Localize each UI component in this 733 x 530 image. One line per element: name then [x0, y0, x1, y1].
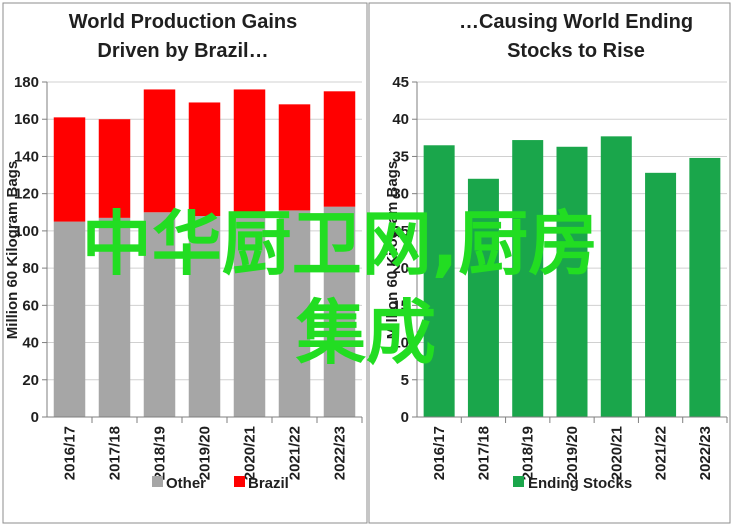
production-chart: World Production Gains Driven by Brazil… 0… — [2, 2, 368, 524]
y-tick-label: 160 — [14, 111, 39, 128]
chart-title-line: World Production Gains — [69, 11, 298, 33]
y-tick-label: 45 — [392, 74, 409, 91]
bar-brazil — [188, 102, 221, 216]
legend-swatch — [152, 476, 163, 487]
y-tick-label: 5 — [401, 372, 409, 389]
y-tick-label: 20 — [22, 372, 39, 389]
x-tick-label: 2016/17 — [62, 426, 79, 480]
x-tick-label: 2018/19 — [152, 426, 169, 480]
bar-brazil — [323, 91, 356, 207]
bar-other — [143, 212, 176, 417]
y-tick-label: 40 — [22, 335, 39, 352]
bar-ending-stocks — [467, 178, 499, 417]
bar-ending-stocks — [512, 140, 544, 418]
y-tick-label: 30 — [392, 186, 409, 203]
y-axis-label: Million 60 Kilogram Bags — [4, 161, 21, 339]
x-tick-label: 2019/20 — [197, 426, 214, 480]
watermark-line-1: 中华厨卫网,厨房 — [82, 203, 599, 285]
bar-ending-stocks — [423, 145, 455, 417]
y-tick-label: 20 — [392, 260, 409, 277]
watermark-line-2: 集成 — [295, 292, 436, 374]
x-tick-label: 2021/22 — [653, 426, 670, 480]
y-tick-label: 35 — [392, 148, 409, 165]
y-tick-label: 120 — [14, 186, 39, 203]
bar-other — [98, 217, 131, 417]
bar-brazil — [143, 89, 176, 213]
bar-brazil — [233, 89, 266, 213]
y-tick-label: 40 — [392, 111, 409, 128]
y-tick-label: 100 — [14, 223, 39, 240]
legend-swatch — [234, 476, 245, 487]
y-tick-label: 60 — [22, 297, 39, 314]
bar-other — [278, 210, 311, 417]
bar-ending-stocks — [645, 172, 677, 417]
legend-label: Ending Stocks — [528, 475, 632, 492]
y-tick-label: 0 — [401, 409, 409, 426]
y-tick-label: 15 — [392, 297, 409, 314]
y-tick-label: 25 — [392, 223, 409, 240]
bar-ending-stocks — [556, 146, 588, 417]
bar-brazil — [53, 117, 86, 222]
watermark: 中华厨卫网,厨房 集成 — [82, 203, 599, 374]
y-tick-label: 140 — [14, 148, 39, 165]
ending-stocks-chart: …Causing World Ending Stocks to Rise 0 5 10 1… — [368, 2, 731, 524]
legend-label: Other — [166, 475, 206, 492]
bar-ending-stocks — [600, 136, 632, 417]
bar-other — [53, 221, 86, 417]
x-tick-label: 2016/17 — [431, 426, 448, 480]
bar-ending-stocks — [689, 157, 721, 417]
y-tick-label: 0 — [31, 409, 39, 426]
x-tick-label: 2018/19 — [520, 426, 537, 480]
x-tick-label: 2020/21 — [608, 426, 625, 480]
chart-title-line: Stocks to Rise — [507, 40, 645, 62]
x-tick-label: 2022/23 — [697, 426, 714, 480]
bar-brazil — [278, 104, 311, 211]
y-tick-label: 10 — [392, 335, 409, 352]
bar-other — [323, 206, 356, 417]
bar-brazil — [98, 119, 131, 218]
bar-other — [188, 216, 221, 417]
legend-label: Brazil — [248, 475, 289, 492]
y-tick-label: 180 — [14, 74, 39, 91]
chart-title-line: …Causing World Ending — [459, 11, 693, 33]
bar-other — [233, 212, 266, 417]
x-tick-label: 2017/18 — [107, 426, 124, 480]
x-tick-label: 2017/18 — [475, 426, 492, 480]
x-tick-label: 2019/20 — [564, 426, 581, 480]
x-tick-label: 2020/21 — [242, 426, 259, 480]
y-tick-label: 80 — [22, 260, 39, 277]
y-axis-label: Million 60 Kilogram Bags — [384, 161, 401, 339]
legend-swatch — [513, 476, 524, 487]
x-tick-label: 2022/23 — [332, 426, 349, 480]
x-tick-label: 2021/22 — [287, 426, 304, 480]
chart-title-line: Driven by Brazil… — [97, 40, 268, 62]
